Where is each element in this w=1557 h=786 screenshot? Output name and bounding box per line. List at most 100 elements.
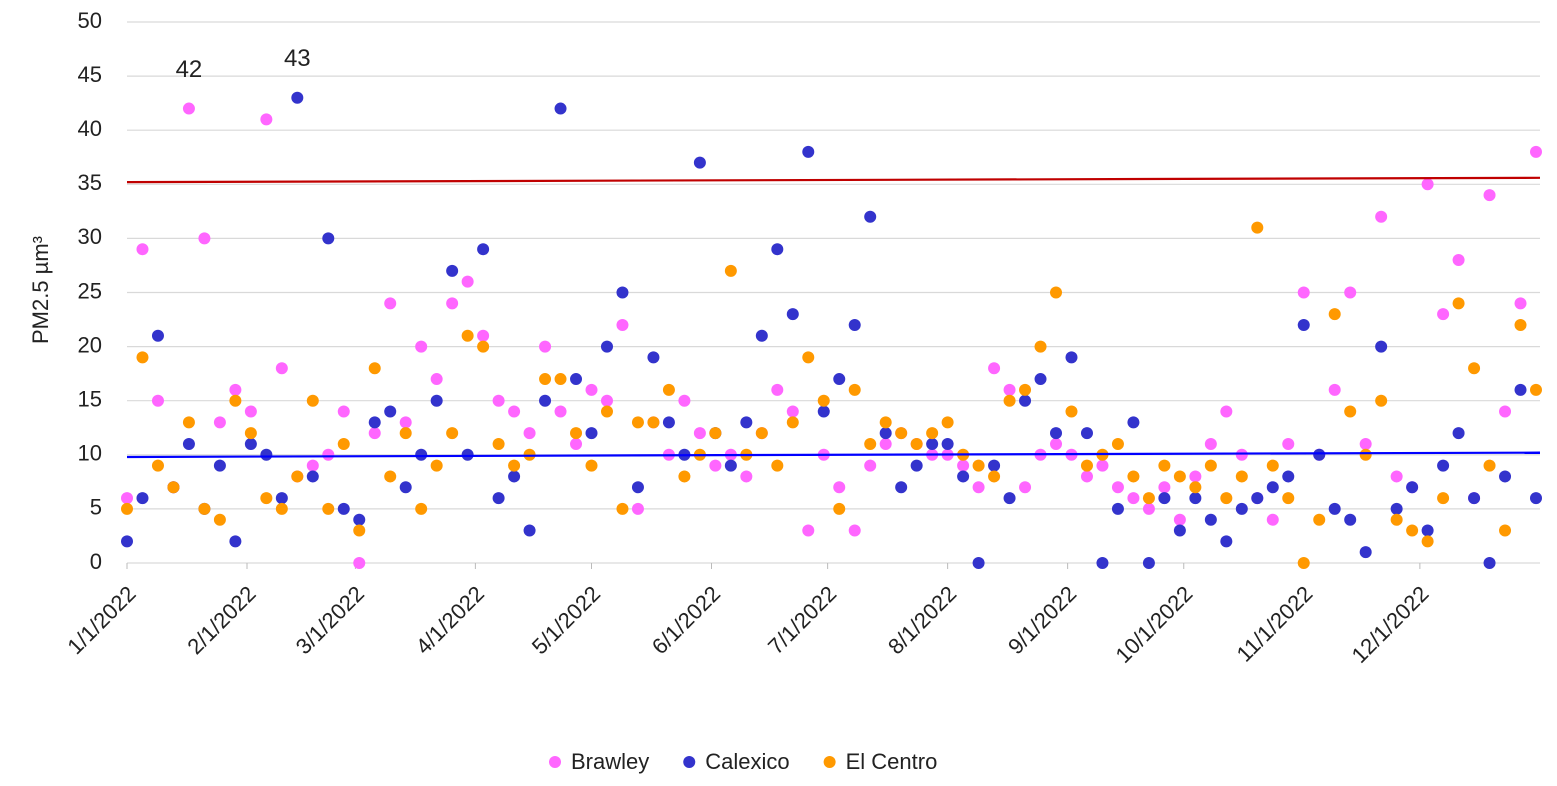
- x-tick-label: 1/1/2022: [62, 581, 140, 659]
- y-tick-label: 10: [78, 441, 102, 466]
- point: [1499, 470, 1512, 483]
- point: [1421, 535, 1434, 548]
- point: [1111, 437, 1124, 450]
- point: [353, 513, 366, 526]
- point: [988, 459, 1001, 472]
- point: [600, 394, 613, 407]
- point: [600, 340, 613, 353]
- point: [151, 329, 164, 342]
- point: [864, 459, 877, 472]
- point: [1421, 524, 1434, 537]
- point: [337, 502, 350, 515]
- point: [260, 492, 273, 505]
- point: [1034, 373, 1047, 386]
- point: [1375, 210, 1388, 223]
- point: [1282, 470, 1295, 483]
- point: [322, 232, 335, 245]
- point: [1344, 513, 1357, 526]
- point: [616, 318, 629, 331]
- point: [415, 448, 428, 461]
- point: [1050, 437, 1063, 450]
- x-tick-label: 2/1/2022: [182, 581, 260, 659]
- point: [1437, 459, 1450, 472]
- point: [616, 286, 629, 299]
- point: [600, 405, 613, 418]
- point: [926, 437, 939, 450]
- trend-line: [126, 176, 1541, 184]
- point: [1080, 427, 1093, 440]
- point: [1328, 502, 1341, 515]
- point: [1452, 254, 1465, 267]
- point: [1297, 318, 1310, 331]
- point: [1530, 145, 1542, 158]
- point: [337, 437, 350, 450]
- point: [1313, 448, 1326, 461]
- point: [1251, 221, 1264, 234]
- point: [121, 502, 133, 515]
- point: [198, 502, 211, 515]
- point: [322, 448, 335, 461]
- point: [461, 275, 474, 288]
- point: [136, 492, 149, 505]
- point: [244, 437, 257, 450]
- point: [1359, 546, 1372, 559]
- point: [879, 437, 892, 450]
- point: [1235, 470, 1248, 483]
- point: [1111, 502, 1124, 515]
- point: [1514, 383, 1527, 396]
- point: [523, 524, 536, 537]
- y-tick-label: 20: [78, 332, 102, 357]
- point: [833, 502, 846, 515]
- point: [151, 394, 164, 407]
- point: [1251, 492, 1264, 505]
- x-tick-label: 7/1/2022: [763, 581, 841, 659]
- point: [322, 502, 335, 515]
- point: [1483, 189, 1496, 202]
- y-tick-label: 40: [78, 116, 102, 141]
- point: [1452, 427, 1465, 440]
- point: [260, 113, 273, 126]
- point: [1375, 394, 1388, 407]
- point: [740, 416, 753, 429]
- point: [755, 329, 768, 342]
- point: [988, 470, 1001, 483]
- point: [1514, 297, 1527, 310]
- legend-marker: [683, 756, 696, 768]
- point: [477, 329, 490, 342]
- x-tick-label: 10/1/2022: [1111, 581, 1198, 668]
- point: [1328, 383, 1341, 396]
- point: [786, 308, 799, 321]
- point: [833, 373, 846, 386]
- point: [1483, 557, 1496, 569]
- point: [1344, 286, 1357, 299]
- point: [1220, 492, 1233, 505]
- point: [895, 481, 908, 494]
- point: [1530, 383, 1542, 396]
- point: [585, 427, 598, 440]
- point: [399, 416, 412, 429]
- point: [244, 427, 257, 440]
- point: [802, 524, 815, 537]
- point: [1235, 502, 1248, 515]
- point: [1173, 524, 1186, 537]
- point: [430, 394, 443, 407]
- point: [724, 459, 737, 472]
- point: [229, 383, 242, 396]
- point: [988, 362, 1001, 375]
- legend-marker: [549, 756, 561, 768]
- point: [879, 416, 892, 429]
- point: [585, 459, 598, 472]
- point: [1189, 492, 1202, 505]
- point: [570, 427, 583, 440]
- point: [1034, 340, 1047, 353]
- point: [771, 459, 784, 472]
- point: [926, 427, 939, 440]
- point: [1096, 557, 1109, 569]
- point: [724, 264, 737, 277]
- point: [709, 459, 722, 472]
- point: [430, 373, 443, 386]
- point: [1390, 513, 1403, 526]
- point: [786, 405, 799, 418]
- point: [1003, 492, 1016, 505]
- point: [1499, 524, 1512, 537]
